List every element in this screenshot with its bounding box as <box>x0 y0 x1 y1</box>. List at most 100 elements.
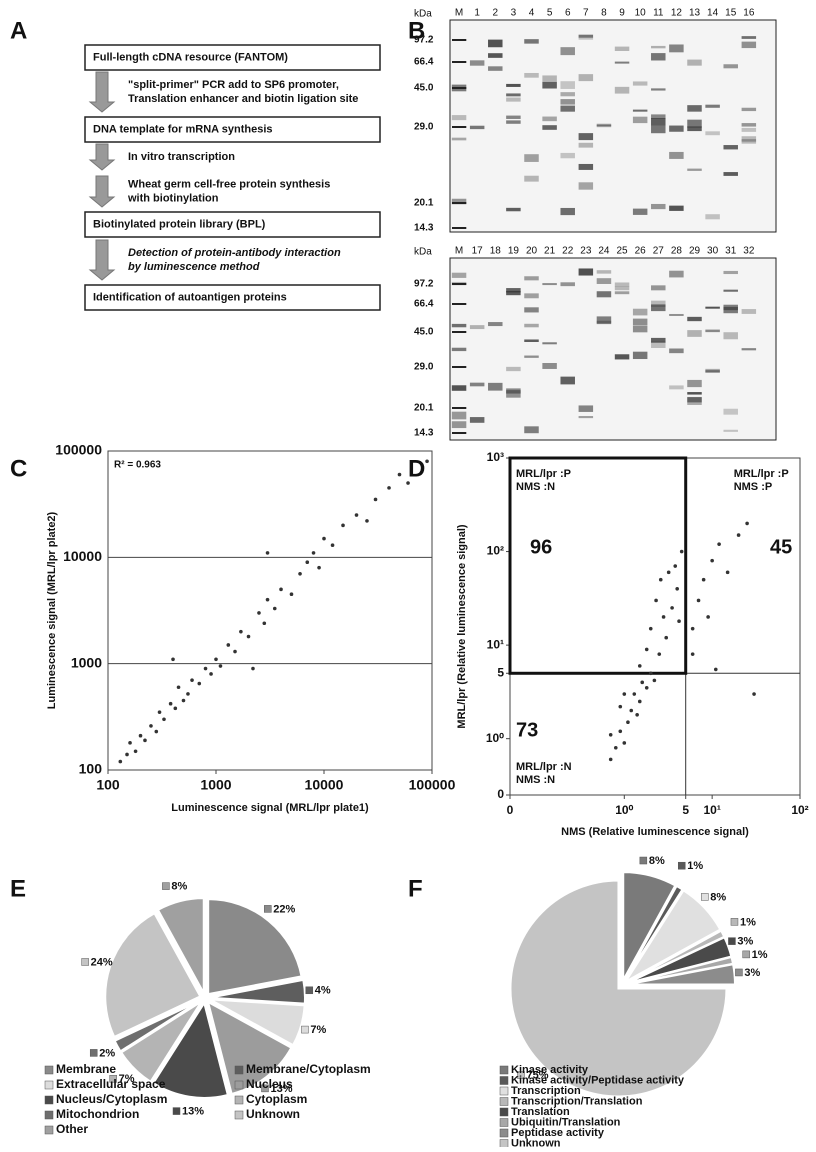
point <box>645 648 649 652</box>
y-tick-label: 0 <box>497 787 504 801</box>
lane-label: 27 <box>653 246 665 257</box>
x-tick-label: 1000 <box>200 777 231 793</box>
flow-step-text: "split-primer" PCR add to SP6 promoter, <box>128 79 339 91</box>
point <box>706 615 710 619</box>
legend-label: Other <box>56 1122 88 1136</box>
legend-label: Nucleus/Cytoplasm <box>56 1092 167 1106</box>
point <box>266 551 270 555</box>
gel-band <box>560 99 574 105</box>
flow-arrow <box>90 240 114 280</box>
point <box>251 667 255 671</box>
plot-frame <box>108 451 432 770</box>
lane-label: 10 <box>635 8 647 19</box>
point <box>233 650 237 654</box>
point <box>154 730 158 734</box>
marker-label: 14.3 <box>414 428 434 439</box>
flow-box-text: Identification of autoantigen proteins <box>93 291 287 303</box>
lane-label: 17 <box>472 246 484 257</box>
legend-swatch <box>45 1081 53 1089</box>
gel-band <box>488 53 502 58</box>
gel-band <box>506 120 520 123</box>
gel-band <box>488 40 502 48</box>
point <box>657 652 661 656</box>
gel-band <box>506 93 520 96</box>
lane-label: M <box>455 8 463 19</box>
data-label: 1% <box>740 916 756 928</box>
lane-label: 5 <box>547 8 553 19</box>
legend-swatch <box>500 1077 508 1085</box>
gel-band <box>615 87 629 94</box>
quadrant-count: 45 <box>770 536 792 558</box>
point <box>305 560 309 564</box>
gel-band <box>452 138 466 141</box>
gel-band <box>633 326 647 332</box>
marker-label: 14.3 <box>414 223 434 234</box>
gel-band <box>669 152 683 159</box>
gel-band <box>705 105 719 108</box>
gel-band <box>651 204 665 209</box>
gel-band <box>506 208 520 211</box>
point <box>673 564 677 568</box>
lane-label: 9 <box>619 8 625 19</box>
label-swatch <box>90 1049 97 1056</box>
gel-band <box>452 421 466 428</box>
data-label: 24% <box>91 956 113 968</box>
gel-band <box>651 114 665 118</box>
legend-swatch <box>45 1111 53 1119</box>
gel-band <box>560 282 574 286</box>
point <box>691 652 695 656</box>
gel-band <box>651 46 665 48</box>
gel-band <box>542 75 556 81</box>
quadrant-label: MRL/lpr :N <box>516 761 572 773</box>
legend-label: Mitochondrion <box>56 1107 139 1121</box>
point <box>618 705 622 709</box>
y-axis-label: MRL/lpr (Relative luminescence signal) <box>456 524 468 729</box>
point <box>649 627 653 631</box>
legend-label: Extracellular space <box>56 1077 166 1091</box>
annotation: R² = 0.963 <box>114 460 161 471</box>
gel-band <box>615 354 629 359</box>
point <box>635 713 639 717</box>
point <box>387 486 391 490</box>
data-label: 2% <box>99 1047 115 1059</box>
lane-label: 14 <box>707 8 719 19</box>
x-axis-label: Luminescence signal (MRL/lpr plate1) <box>171 802 369 814</box>
x-axis-label: NMS (Relative luminescence signal) <box>561 826 749 838</box>
gel-band <box>488 66 502 71</box>
x-tick-label: 10¹ <box>703 803 720 817</box>
point <box>675 587 679 591</box>
gel-band <box>579 35 593 38</box>
gel-band <box>742 108 756 111</box>
point <box>710 559 714 563</box>
gel-band <box>506 98 520 102</box>
gel-band <box>470 325 484 329</box>
gel-band <box>651 341 665 348</box>
marker-label: 20.1 <box>414 198 434 209</box>
legend-swatch <box>45 1066 53 1074</box>
y-tick-label: 10³ <box>487 450 504 464</box>
gel-band <box>633 81 647 85</box>
point <box>752 692 756 696</box>
label-swatch <box>731 918 738 925</box>
point <box>622 692 626 696</box>
gel-band <box>687 397 701 402</box>
gel-band <box>560 377 574 385</box>
gel-band <box>742 128 756 132</box>
gel-band <box>705 131 719 135</box>
data-label: 4% <box>315 985 331 997</box>
point <box>290 592 294 596</box>
point <box>143 739 147 743</box>
label-swatch <box>173 1108 180 1115</box>
flow-step-text: Wheat germ cell-free protein synthesis <box>128 178 330 190</box>
gel-band <box>687 105 701 112</box>
gel-band <box>615 286 629 290</box>
gel-band <box>615 291 629 294</box>
flow-box-text: DNA template for mRNA synthesis <box>93 123 273 135</box>
data-label: 8% <box>649 855 665 867</box>
flow-step-text: In vitro transcription <box>128 151 235 163</box>
flow-step-text: with biotinylation <box>127 192 219 204</box>
point <box>697 599 701 603</box>
point <box>257 611 261 615</box>
point <box>247 635 251 639</box>
point <box>638 700 642 704</box>
